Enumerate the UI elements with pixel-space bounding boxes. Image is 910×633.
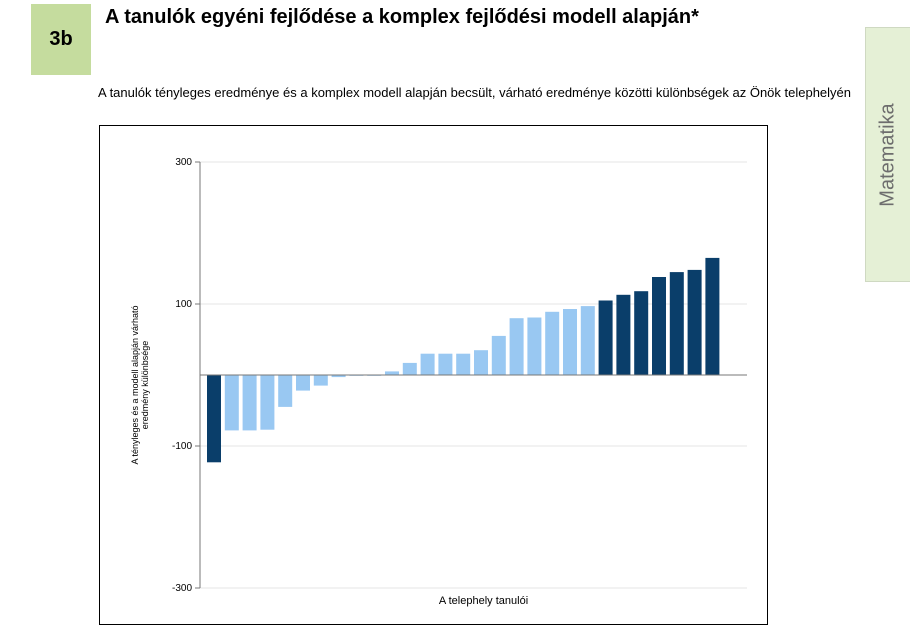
subject-tab[interactable]: Matematika [865,27,910,282]
student-bar [509,318,524,375]
chart-subtitle: A tanulók tényleges eredménye és a kompl… [98,85,852,100]
student-bar [652,277,666,375]
bar-chart: 300 100 -100 -300 A telephely tanulói A tén… [130,157,747,607]
student-bar [669,272,684,375]
student-bar [438,353,453,375]
y-axis-title: A tényleges és a modell alapján várható e… [130,305,150,464]
y-axis-title-line: eredmény különbsége [140,341,150,430]
y-tick-label: -300 [172,583,192,594]
student-bar [402,362,417,375]
student-bar [580,306,595,375]
student-bar [278,375,293,407]
student-bar [563,309,577,375]
student-bar [598,300,613,375]
student-bar [224,375,239,431]
student-bar [242,375,257,431]
student-bar [385,371,399,375]
page-title: A tanulók egyéni fejlődése a komplex fej… [105,6,699,28]
y-tick-label: -100 [172,441,192,452]
x-axis-title: A telephely tanulói [439,595,528,607]
y-tick-label: 300 [175,157,192,168]
student-bar [313,375,328,386]
student-bar [456,353,471,375]
student-bar [474,350,488,375]
student-bar [331,375,346,378]
subject-tab-label: Matematika [876,102,899,207]
student-bar [705,257,720,375]
student-bar [545,311,560,375]
y-axis-title-line: A tényleges és a modell alapján várható [130,305,140,464]
student-bar [687,269,702,375]
student-bar [616,294,631,375]
student-bar [207,375,221,463]
student-bar [527,317,542,375]
student-bar [260,375,275,430]
y-tick-label: 100 [175,299,192,310]
chart-frame: 300 100 -100 -300 A telephely tanulói A tén… [99,125,768,625]
student-bar [491,335,506,375]
student-bar [296,375,310,391]
section-badge: 3b [31,4,91,75]
student-bar [420,353,435,375]
student-bar [634,291,649,375]
